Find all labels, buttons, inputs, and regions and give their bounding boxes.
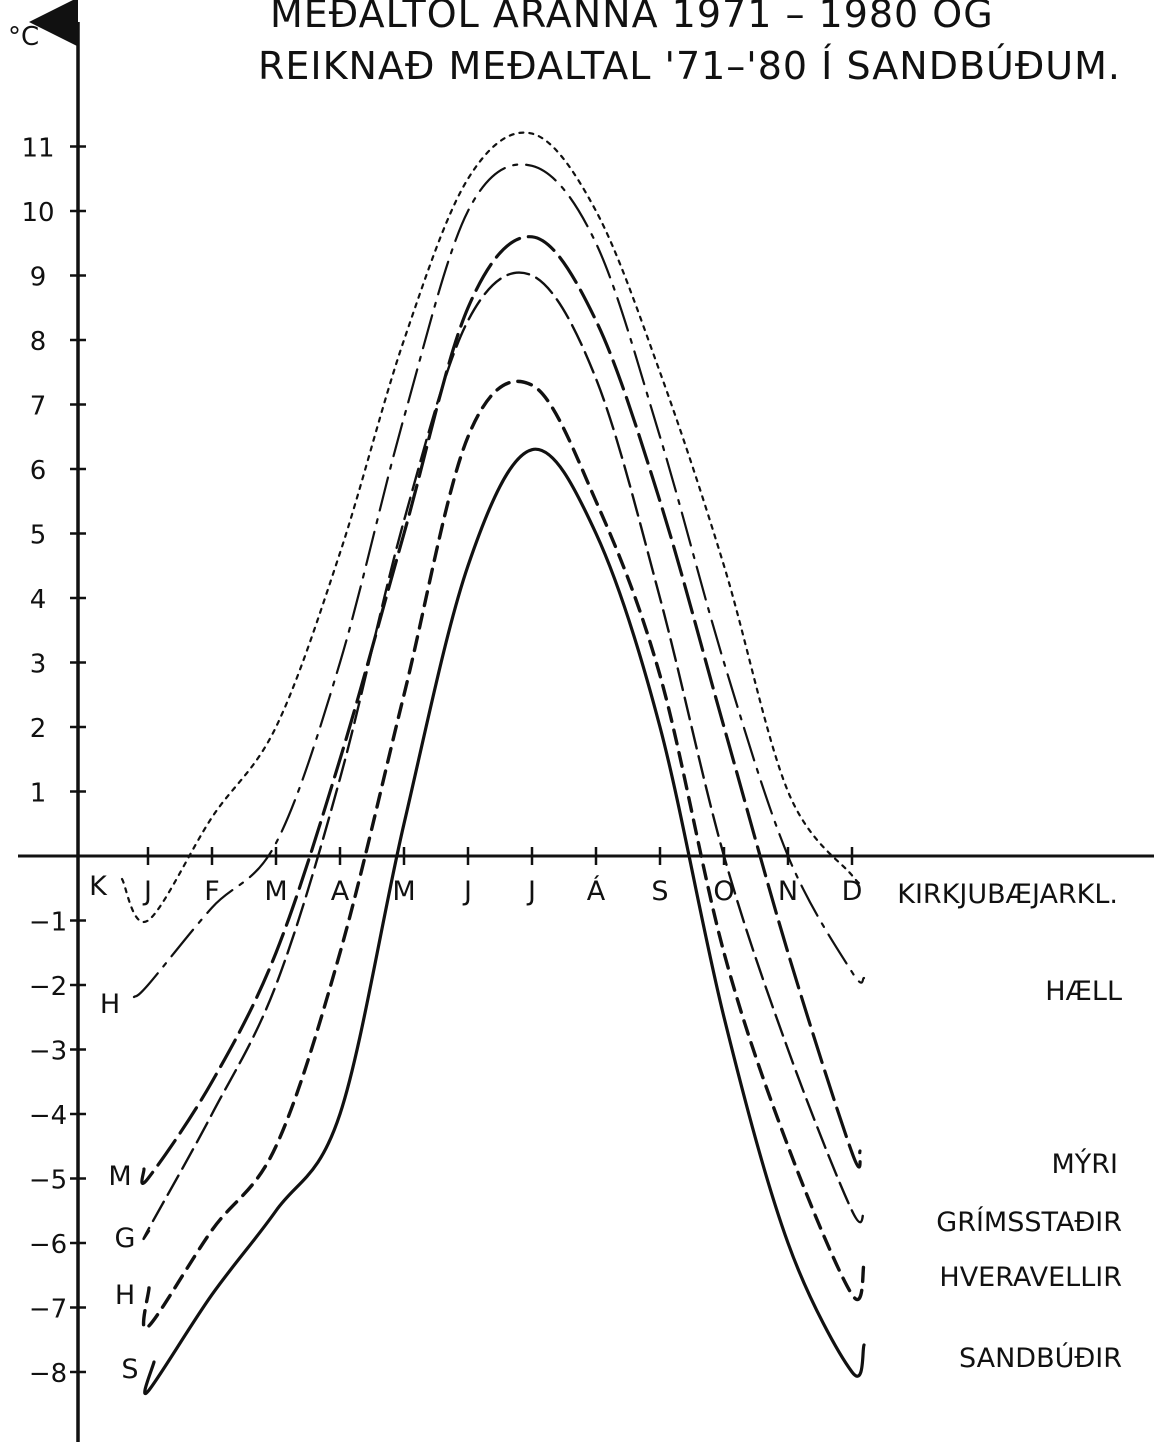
series-name-label: MÝRI: [1051, 1148, 1118, 1180]
y-tick-label: 3: [30, 650, 47, 680]
series-line: [141, 379, 866, 1330]
y-tick-label: −4: [29, 1101, 67, 1131]
x-tick-label: A: [331, 876, 350, 907]
y-tick-label: −5: [29, 1166, 67, 1196]
y-tick-label: −3: [29, 1037, 67, 1067]
series-initial-label: G: [115, 1223, 136, 1254]
y-tick-label: 1: [30, 779, 47, 809]
y-tick-label: 4: [30, 585, 47, 615]
x-tick-label: O: [713, 876, 734, 907]
y-tick-label: 9: [30, 263, 47, 293]
x-tick-label: M: [264, 876, 287, 907]
series-initial-label: K: [89, 871, 108, 902]
series-initial-label: S: [121, 1354, 138, 1385]
x-tick-label: N: [778, 876, 798, 907]
y-tick-label: 5: [30, 521, 47, 551]
x-tick-label: J: [526, 876, 536, 907]
x-tick-label: S: [651, 876, 668, 907]
y-tick-label: 11: [21, 134, 54, 164]
x-tick-label: M: [392, 876, 415, 907]
x-tick-label: J: [142, 876, 152, 907]
series-line: [120, 131, 862, 924]
y-tick-label: −2: [29, 972, 67, 1002]
y-tick-label: 2: [30, 714, 47, 744]
series-name-label: KIRKJUBÆJARKL.: [897, 879, 1118, 910]
series-initial-label: H: [100, 989, 120, 1020]
y-tick-label: −1: [29, 908, 67, 938]
series-line: [132, 163, 866, 999]
series-name-label: SANDBÚÐIR: [959, 1342, 1122, 1374]
chart-title-line-1: MEÐALTÖL ÁRANNA 1971 – 1980 OG: [270, 0, 994, 36]
series-name-label: GRÍMSSTAÐIR: [936, 1206, 1122, 1238]
series-line: [143, 447, 866, 1396]
series-line: [142, 271, 866, 1241]
x-tick-label: J: [462, 876, 472, 907]
y-tick-label: 6: [30, 456, 47, 486]
series-name-label: HVERAVELLIR: [939, 1262, 1122, 1293]
y-tick-label: 7: [30, 392, 47, 422]
y-tick-label: 10: [21, 198, 54, 228]
series-line: [140, 235, 862, 1185]
y-tick-label: −6: [29, 1230, 67, 1260]
series-initial-label: M: [108, 1161, 131, 1192]
x-tick-label: D: [842, 876, 863, 907]
chart-title-line-2: REIKNAÐ MEÐALTAL '71–'80 Í SANDBÚÐUM.: [258, 44, 1121, 88]
x-tick-label: Á: [587, 875, 606, 907]
y-tick-label: −7: [29, 1295, 67, 1325]
series-name-label: HÆLL: [1045, 976, 1122, 1007]
x-tick-label: F: [204, 876, 220, 907]
series-initial-label: H: [115, 1280, 135, 1311]
y-tick-label: 8: [30, 327, 47, 357]
y-tick-label: −8: [29, 1359, 67, 1389]
